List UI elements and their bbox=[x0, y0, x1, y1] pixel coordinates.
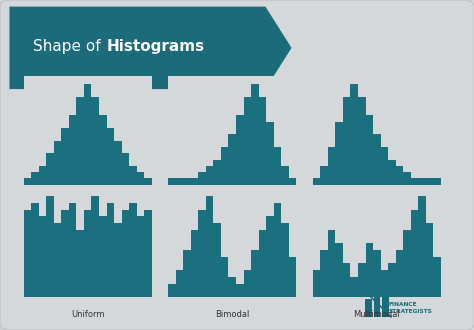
Bar bbox=[273, 203, 281, 297]
Bar bbox=[388, 263, 396, 297]
Bar bbox=[382, 294, 389, 317]
Text: Skew Right: Skew Right bbox=[354, 198, 400, 207]
Bar bbox=[313, 179, 320, 185]
Bar bbox=[183, 250, 191, 297]
Bar bbox=[54, 141, 61, 185]
Bar bbox=[236, 115, 244, 185]
Bar bbox=[183, 179, 191, 185]
Bar bbox=[24, 210, 31, 297]
Bar bbox=[418, 196, 426, 297]
Bar bbox=[426, 223, 433, 297]
Bar bbox=[99, 115, 107, 185]
Bar bbox=[137, 216, 144, 297]
Bar bbox=[91, 196, 99, 297]
Bar bbox=[54, 223, 61, 297]
Text: Histograms: Histograms bbox=[107, 39, 205, 54]
Bar bbox=[388, 160, 396, 185]
Bar bbox=[358, 263, 365, 297]
Bar bbox=[46, 153, 54, 185]
Bar bbox=[266, 122, 273, 185]
Bar bbox=[129, 203, 137, 297]
Bar bbox=[121, 210, 129, 297]
Bar bbox=[358, 97, 365, 185]
Bar bbox=[281, 166, 289, 185]
Point bbox=[388, 315, 394, 319]
Bar bbox=[69, 115, 76, 185]
Bar bbox=[374, 289, 380, 317]
Bar bbox=[144, 210, 152, 297]
Bar bbox=[410, 179, 418, 185]
Bar bbox=[336, 243, 343, 297]
Bar bbox=[199, 172, 206, 185]
Bar bbox=[69, 203, 76, 297]
Bar bbox=[191, 230, 199, 297]
Bar bbox=[84, 210, 91, 297]
Bar bbox=[176, 270, 183, 297]
Bar bbox=[228, 134, 236, 185]
Bar bbox=[107, 128, 114, 185]
Bar bbox=[191, 179, 199, 185]
Bar bbox=[76, 97, 84, 185]
Bar bbox=[31, 172, 39, 185]
Bar bbox=[176, 179, 183, 185]
Bar bbox=[39, 216, 46, 297]
Bar bbox=[236, 283, 244, 297]
Bar bbox=[373, 134, 381, 185]
Bar bbox=[365, 299, 372, 317]
Bar bbox=[39, 166, 46, 185]
Bar bbox=[84, 84, 91, 185]
Point bbox=[360, 287, 365, 291]
Bar bbox=[99, 216, 107, 297]
Bar bbox=[114, 141, 121, 185]
Bar bbox=[328, 230, 336, 297]
Bar bbox=[266, 216, 273, 297]
Bar bbox=[403, 172, 410, 185]
Bar bbox=[213, 160, 221, 185]
Bar bbox=[396, 250, 403, 297]
Bar bbox=[168, 283, 176, 297]
Bar bbox=[365, 115, 373, 185]
Bar bbox=[381, 270, 388, 297]
Bar bbox=[426, 179, 433, 185]
Bar bbox=[221, 257, 228, 297]
Bar bbox=[221, 147, 228, 185]
Bar bbox=[396, 166, 403, 185]
Text: Symmetric, Unimodal: Symmetric, Unimodal bbox=[42, 198, 133, 207]
Bar bbox=[244, 270, 251, 297]
Bar bbox=[350, 84, 358, 185]
Bar bbox=[343, 97, 350, 185]
Bar bbox=[213, 223, 221, 297]
Bar bbox=[137, 172, 144, 185]
Text: FINANCE
STRATEGISTS: FINANCE STRATEGISTS bbox=[389, 302, 432, 314]
Bar bbox=[228, 277, 236, 297]
Bar bbox=[46, 196, 54, 297]
Bar bbox=[31, 203, 39, 297]
Bar bbox=[373, 250, 381, 297]
Bar bbox=[328, 147, 336, 185]
Bar bbox=[343, 263, 350, 297]
Bar bbox=[259, 97, 266, 185]
Bar bbox=[433, 257, 441, 297]
Bar bbox=[281, 223, 289, 297]
Bar bbox=[251, 250, 259, 297]
Bar bbox=[129, 166, 137, 185]
Bar bbox=[144, 179, 152, 185]
Bar bbox=[381, 147, 388, 185]
Bar bbox=[206, 166, 213, 185]
Text: Skew Left: Skew Left bbox=[212, 198, 253, 207]
Text: Bimodal: Bimodal bbox=[215, 310, 249, 319]
Text: Multimodal: Multimodal bbox=[354, 310, 400, 319]
Bar bbox=[244, 97, 251, 185]
Polygon shape bbox=[9, 7, 292, 89]
Bar bbox=[24, 179, 31, 185]
Bar bbox=[121, 153, 129, 185]
Bar bbox=[168, 179, 176, 185]
Bar bbox=[320, 250, 328, 297]
Bar bbox=[320, 166, 328, 185]
Bar bbox=[107, 203, 114, 297]
Bar bbox=[418, 179, 426, 185]
Bar bbox=[61, 128, 69, 185]
Bar bbox=[350, 277, 358, 297]
Bar bbox=[365, 243, 373, 297]
